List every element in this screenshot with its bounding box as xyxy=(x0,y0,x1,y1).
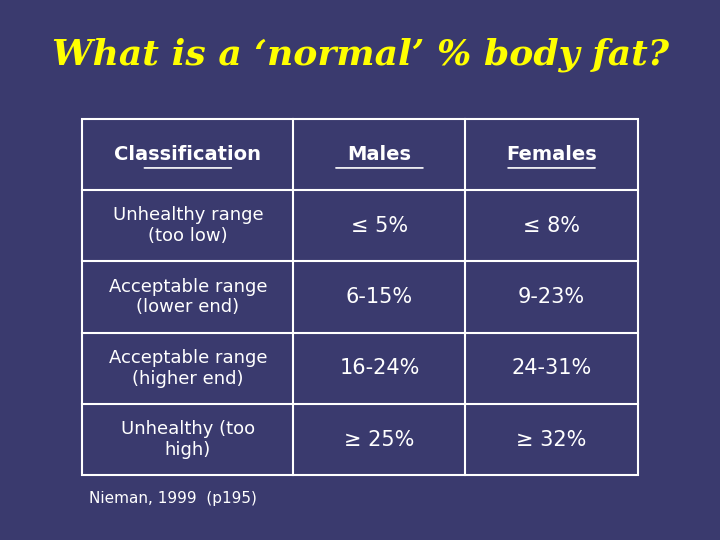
Text: What is a ‘normal’ % body fat?: What is a ‘normal’ % body fat? xyxy=(52,38,668,72)
Text: 16-24%: 16-24% xyxy=(339,358,420,379)
Text: Unhealthy range
(too low): Unhealthy range (too low) xyxy=(112,206,264,245)
Text: Acceptable range
(higher end): Acceptable range (higher end) xyxy=(109,349,267,388)
Text: Unhealthy (too
high): Unhealthy (too high) xyxy=(121,420,255,459)
Text: Classification: Classification xyxy=(114,145,261,164)
Text: ≥ 25%: ≥ 25% xyxy=(344,429,415,450)
Text: ≤ 8%: ≤ 8% xyxy=(523,215,580,236)
Text: Females: Females xyxy=(506,145,597,164)
Text: 9-23%: 9-23% xyxy=(518,287,585,307)
Text: 6-15%: 6-15% xyxy=(346,287,413,307)
Text: ≤ 5%: ≤ 5% xyxy=(351,215,408,236)
Text: Nieman, 1999  (p195): Nieman, 1999 (p195) xyxy=(89,491,257,507)
Text: Males: Males xyxy=(348,145,411,164)
Text: 24-31%: 24-31% xyxy=(511,358,592,379)
Text: ≥ 32%: ≥ 32% xyxy=(516,429,587,450)
Text: Acceptable range
(lower end): Acceptable range (lower end) xyxy=(109,278,267,316)
